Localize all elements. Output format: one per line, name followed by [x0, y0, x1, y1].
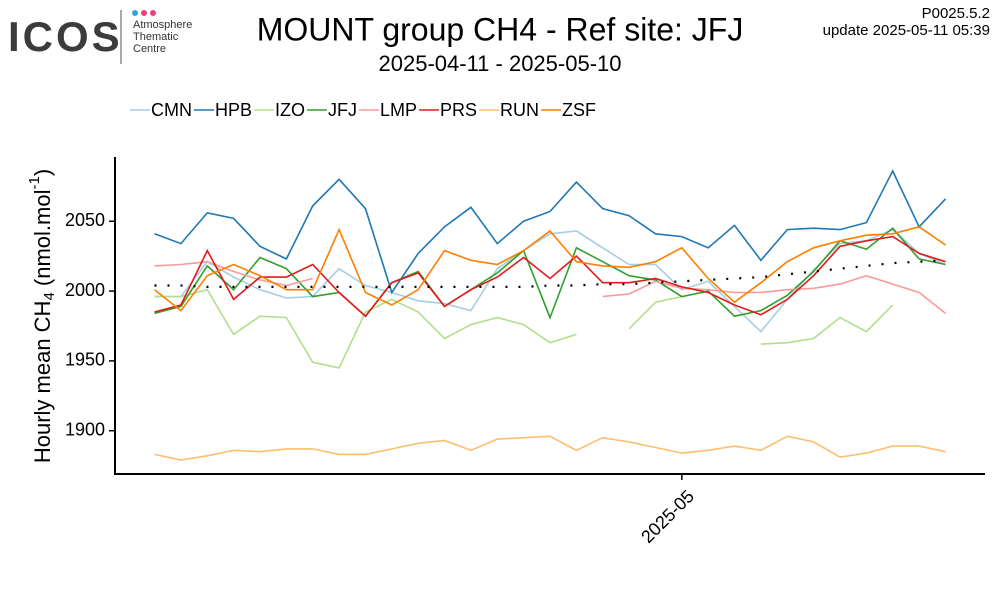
y-tick-label: 2000	[65, 280, 105, 300]
legend-label: ZSF	[562, 100, 596, 120]
y-tick-label: 2050	[65, 210, 105, 230]
update-time: update 2025-05-11 05:39	[823, 22, 990, 39]
logo-line: Thematic	[133, 31, 179, 43]
logo-dot	[132, 10, 138, 16]
legend-label: JFJ	[328, 100, 357, 120]
logo-name: ICOS	[8, 13, 123, 60]
series-line	[154, 288, 894, 369]
logo-line: Atmosphere	[133, 19, 192, 31]
series-line	[154, 435, 946, 461]
legend-label: PRS	[440, 100, 477, 120]
series-line	[154, 225, 946, 312]
series-line	[154, 228, 946, 333]
y-label-unit: (nmol.mol	[30, 190, 55, 293]
chart-subtitle: 2025-04-11 - 2025-05-10	[379, 51, 622, 76]
y-label-sup: -1	[26, 176, 43, 189]
x-tick-label: 2025-05	[637, 486, 698, 547]
logo-dot	[150, 10, 156, 16]
version: P0025.5.2	[922, 5, 990, 22]
series-line	[154, 260, 946, 315]
y-label-close: )	[30, 169, 55, 176]
y-axis-label: Hourly mean CH4 (nmol.mol-1)	[26, 169, 58, 463]
legend-label: CMN	[151, 100, 192, 120]
chart-title: MOUNT group CH4 - Ref site: JFJ	[257, 11, 744, 47]
series-line	[154, 169, 947, 295]
y-tick-label: 1900	[65, 419, 105, 439]
y-label-sub: 4	[41, 292, 58, 300]
legend-label: HPB	[215, 100, 252, 120]
reference-line	[154, 259, 946, 288]
logo-dot	[141, 10, 147, 16]
series-line	[154, 227, 946, 320]
legend-label: IZO	[275, 100, 305, 120]
series-line	[154, 235, 946, 318]
legend-label: LMP	[380, 100, 417, 120]
legend-label: RUN	[500, 100, 539, 120]
y-tick-label: 1950	[65, 350, 105, 370]
y-label-main: Hourly mean CH	[30, 301, 55, 464]
logo-line: Centre	[133, 43, 166, 55]
